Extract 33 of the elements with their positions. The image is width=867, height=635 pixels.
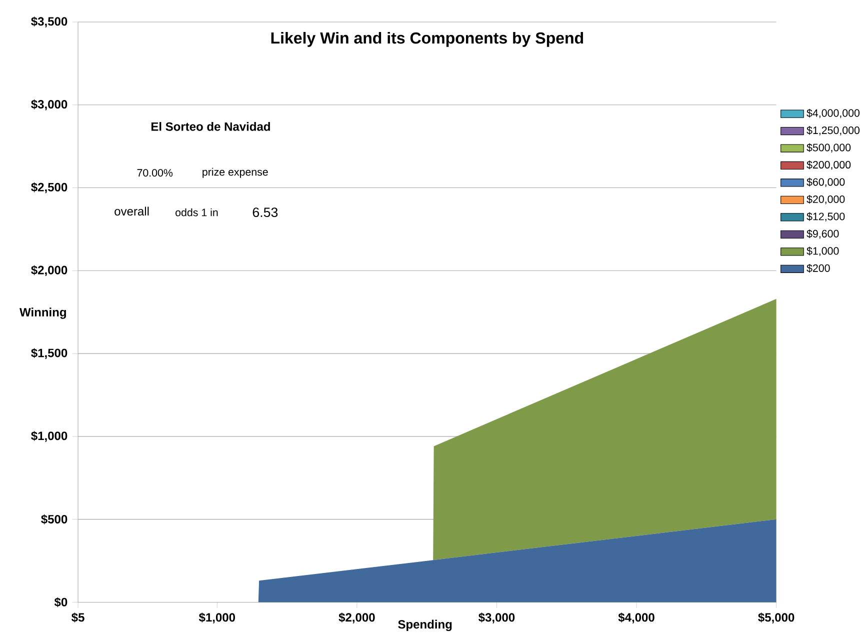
y-tick-label: $1,000: [31, 430, 68, 442]
x-tick-label: $3,000: [478, 612, 515, 624]
annotation: overall: [114, 206, 149, 216]
annotation: 6.53: [252, 207, 278, 217]
annotation: 70.00%: [137, 168, 173, 176]
legend-label: $500,000: [806, 143, 851, 152]
legend-label: $200,000: [806, 160, 851, 170]
y-tick-label: $0: [54, 597, 68, 607]
legend-label: $60,000: [806, 178, 845, 187]
legend-label: $1,250,000: [806, 126, 860, 136]
y-tick-label: $2,500: [31, 182, 68, 193]
annotation: prize expense: [202, 168, 268, 178]
y-tick-label: $3,500: [31, 16, 68, 28]
legend-label: $12,500: [806, 212, 845, 222]
x-axis-title: Spending: [398, 620, 452, 631]
x-tick-label: $5,000: [758, 612, 794, 624]
y-tick-label: $3,000: [31, 99, 68, 110]
x-tick-label: $5: [72, 612, 84, 622]
legend-label: $1,000: [806, 246, 839, 256]
annotation: El Sorteo de Navidad: [151, 122, 270, 131]
legend-label: $200: [806, 264, 830, 272]
legend-label: $20,000: [806, 194, 845, 204]
annotation: odds 1 in: [176, 208, 218, 216]
y-tick-label: $2,000: [31, 265, 68, 276]
text: Likely Win and its Components by Spend: [271, 32, 584, 47]
legend-label: $9,600: [806, 229, 839, 239]
y-axis-title: Winning: [20, 307, 66, 319]
x-tick-label: $4,000: [618, 612, 654, 624]
x-tick-label: $1,000: [198, 612, 235, 624]
y-tick-label: $500: [41, 514, 68, 524]
legend-label: $4,000,000: [806, 108, 860, 118]
y-tick-label: $1,500: [31, 348, 68, 359]
x-tick-label: $2,000: [338, 612, 375, 624]
